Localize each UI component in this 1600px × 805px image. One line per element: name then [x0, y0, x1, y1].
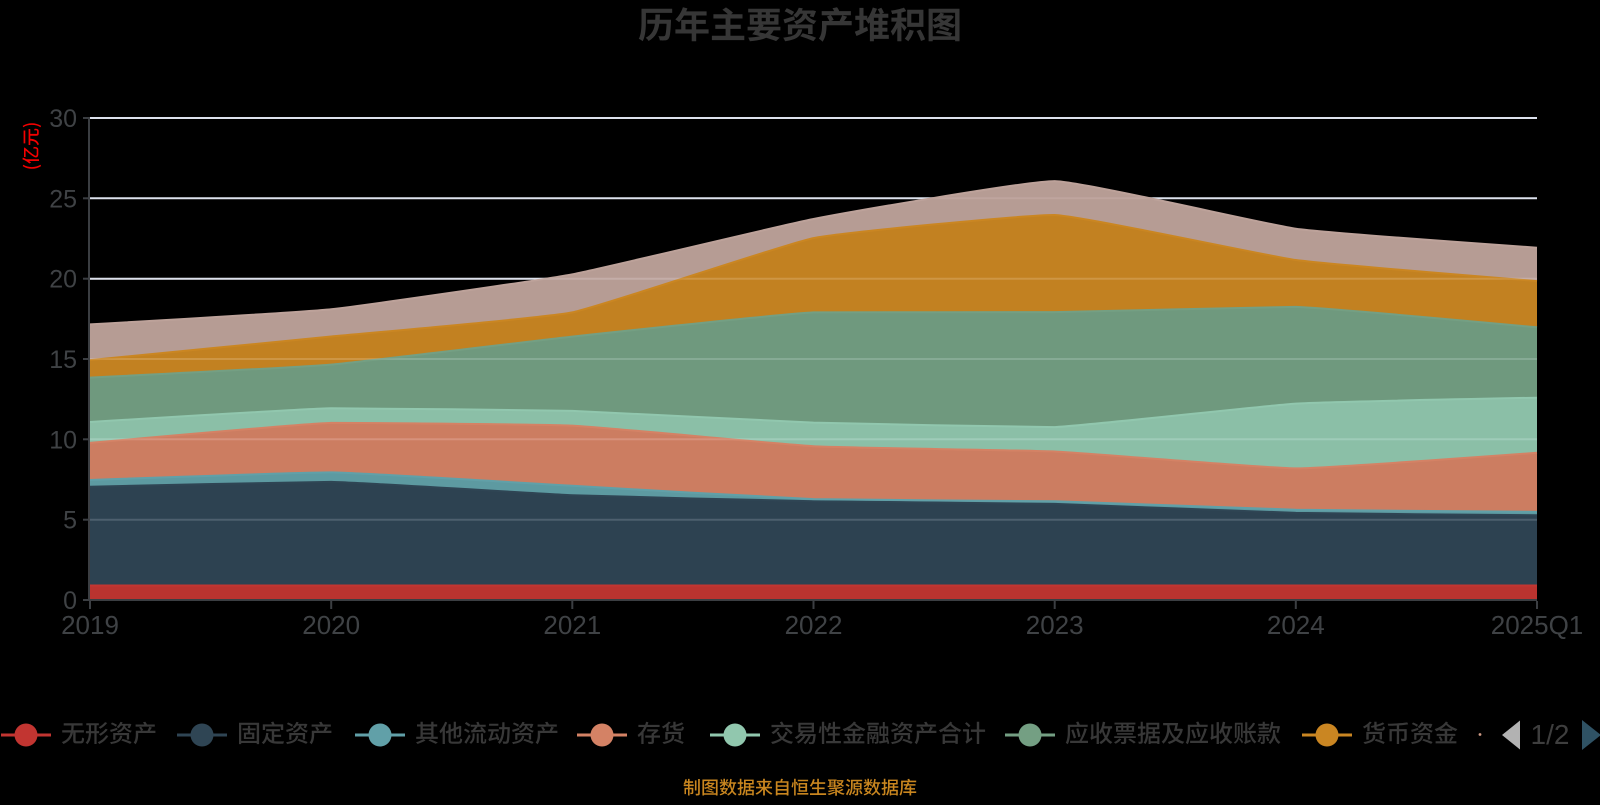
- svg-text:30: 30: [49, 105, 77, 133]
- svg-text:5: 5: [63, 507, 77, 535]
- svg-text:2023: 2023: [1026, 610, 1084, 640]
- svg-text:2021: 2021: [543, 610, 601, 640]
- svg-text:2020: 2020: [302, 610, 360, 640]
- svg-text:2024: 2024: [1267, 610, 1325, 640]
- svg-text:10: 10: [49, 426, 77, 454]
- svg-text:20: 20: [49, 266, 77, 294]
- svg-text:0: 0: [63, 587, 77, 615]
- svg-text:2025Q1: 2025Q1: [1491, 610, 1584, 640]
- svg-text:25: 25: [49, 185, 77, 213]
- svg-text:2019: 2019: [61, 610, 119, 640]
- svg-text:15: 15: [49, 346, 77, 374]
- svg-text:2022: 2022: [785, 610, 843, 640]
- svg-text:1/2: 1/2: [1531, 719, 1570, 750]
